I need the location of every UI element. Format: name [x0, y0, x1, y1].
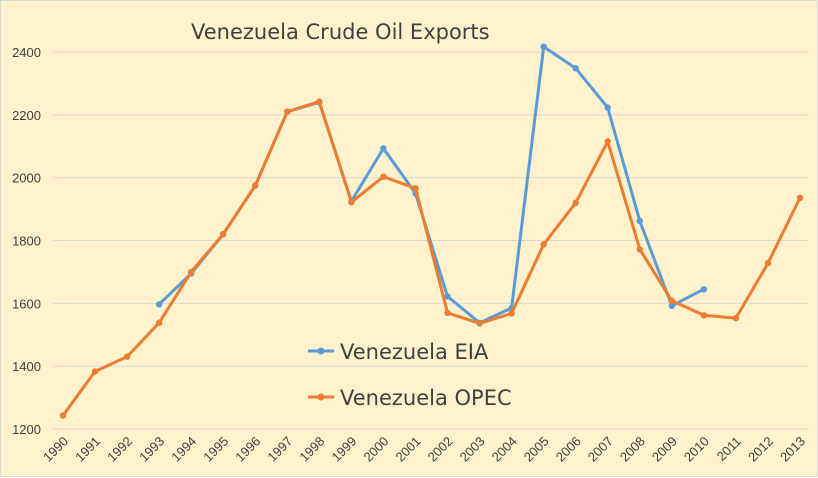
data-point — [476, 320, 483, 327]
y-tick-label: 2400 — [12, 45, 41, 60]
x-tick-label: 2006 — [553, 434, 584, 465]
x-tick-label: 2008 — [617, 434, 648, 465]
y-axis-ticks: 1200 1400 1600 1800 2000 2200 2400 — [12, 45, 41, 437]
data-point — [508, 310, 515, 317]
x-tick-label: 1993 — [136, 434, 167, 465]
y-tick-label: 1400 — [12, 359, 41, 374]
y-tick-label: 1200 — [12, 422, 41, 437]
data-point — [220, 231, 227, 238]
data-point — [700, 286, 708, 293]
data-point — [572, 199, 579, 206]
data-point — [316, 98, 323, 105]
data-point — [284, 108, 291, 115]
x-tick-label: 1990 — [40, 434, 71, 465]
x-axis-ticks: 1990 1991 1992 1993 1994 1995 1996 1997 1998 1999… — [40, 434, 808, 465]
y-tick-label: 2000 — [12, 171, 41, 186]
gridlines — [53, 51, 808, 430]
data-point — [540, 241, 547, 248]
x-tick-label: 2012 — [745, 434, 776, 465]
data-point — [732, 314, 740, 322]
x-tick-label: 1995 — [200, 434, 231, 465]
x-tick-label: 2007 — [585, 434, 616, 465]
data-point — [796, 194, 804, 201]
data-point — [636, 246, 643, 253]
legend-label-eia: Venezuela EIA — [340, 340, 489, 364]
data-point — [444, 309, 451, 316]
data-point — [636, 217, 643, 225]
legend-label-opec: Venezuela OPEC — [340, 386, 512, 410]
chart-title: Venezuela Crude Oil Exports — [191, 20, 490, 44]
data-point — [380, 173, 387, 180]
data-point — [668, 297, 675, 304]
data-point — [604, 138, 611, 145]
data-point — [412, 185, 419, 192]
x-tick-label: 2010 — [681, 434, 712, 465]
x-tick-label: 1998 — [296, 434, 327, 465]
x-tick-label: 2009 — [649, 434, 680, 465]
data-point — [91, 368, 99, 375]
legend-marker-eia — [317, 347, 325, 355]
data-point — [188, 268, 195, 276]
data-point — [668, 302, 675, 309]
y-tick-label: 2200 — [12, 108, 41, 123]
x-tick-label: 2003 — [457, 434, 488, 465]
x-tick-label: 1996 — [232, 434, 263, 465]
data-point — [155, 301, 163, 308]
x-tick-label: 2002 — [425, 434, 456, 465]
data-point — [59, 412, 67, 419]
series-line — [61, 100, 802, 417]
y-tick-label: 1600 — [12, 296, 41, 311]
data-point — [700, 312, 708, 319]
x-tick-label: 1999 — [328, 434, 359, 465]
data-point — [348, 199, 355, 206]
legend-marker-opec — [317, 393, 325, 401]
x-tick-label: 1994 — [168, 434, 199, 465]
data-point — [252, 182, 259, 189]
data-point — [123, 353, 131, 360]
series-layer — [59, 43, 804, 419]
x-tick-label: 1992 — [104, 434, 135, 465]
x-tick-label: 1991 — [72, 434, 103, 465]
series-opec — [59, 98, 804, 419]
data-point — [380, 145, 387, 152]
data-point — [764, 259, 772, 267]
x-tick-label: 2000 — [360, 434, 391, 465]
legend: Venezuela EIA Venezuela OPEC — [308, 340, 512, 410]
x-tick-label: 2011 — [714, 434, 744, 464]
data-point — [604, 104, 611, 111]
data-point — [155, 319, 163, 326]
data-point — [540, 43, 547, 50]
x-tick-label: 1997 — [264, 434, 295, 465]
series-line — [157, 45, 706, 325]
y-tick-label: 1800 — [12, 234, 41, 249]
data-point — [444, 293, 451, 300]
x-tick-label: 2001 — [393, 434, 424, 465]
x-tick-label: 2004 — [489, 434, 520, 465]
series-eia — [155, 43, 708, 326]
x-tick-label: 2005 — [521, 434, 552, 465]
x-tick-label: 2013 — [777, 434, 808, 465]
data-point — [572, 65, 579, 72]
